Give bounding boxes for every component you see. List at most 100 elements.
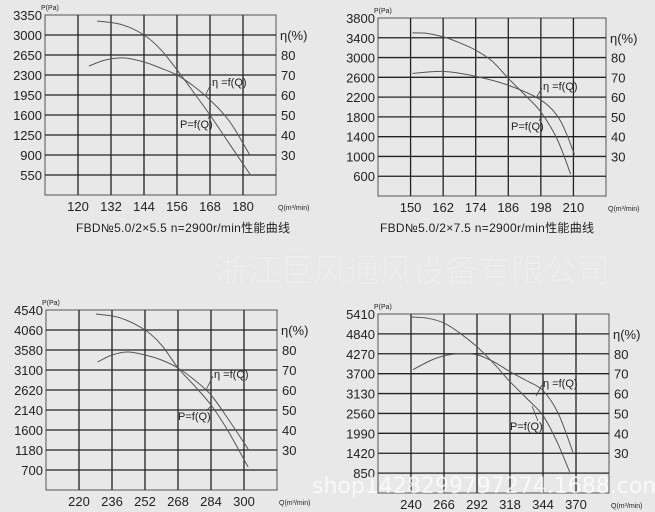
y2-tick-label: 50: [614, 406, 628, 421]
y-tick-label: 600: [353, 169, 375, 184]
chart-1: 3350 3000 2650 2300 1950 1600 1250 900 550 120 132…: [13, 5, 309, 214]
y2-tick-label: 50: [281, 108, 295, 123]
efficiency-leader-line: [205, 375, 214, 391]
chart-1-caption: FBD№5.0/2×5.5 n=2900r/min性能曲线: [76, 221, 291, 235]
y-tick-label: 4840: [346, 327, 375, 342]
x-tick-label: 220: [68, 494, 90, 509]
y-tick-label: 850: [353, 466, 375, 481]
y-tick-label: 3100: [14, 363, 43, 378]
y-tick-label: 1990: [346, 426, 375, 441]
y-tick-label: 3800: [346, 11, 375, 26]
x-tick-label: 252: [134, 494, 156, 509]
pressure-curve-label: P=f(Q): [178, 411, 211, 423]
y-axis-label: P(Pa): [374, 304, 392, 311]
chart-2: 3800 3400 3000 2600 2200 1800 1400 1000 600 150 16…: [346, 8, 639, 215]
y-axis-label: P(Pa): [42, 300, 60, 307]
pressure-curve: [410, 316, 571, 473]
x-tick-label: 180: [232, 199, 254, 214]
chart-4: 5410 4840 4270 3700 3130 2560 1990 1420 850 240 26…: [346, 304, 642, 512]
y-tick-label: 2620: [14, 383, 43, 398]
y2-axis-label: η(%): [610, 31, 637, 46]
x-axis-label: Q(m³/min): [279, 500, 311, 507]
x-axis-label: Q(m³/min): [611, 503, 643, 510]
y-tick-label: 3700: [346, 367, 375, 382]
y2-tick-label: 60: [282, 383, 296, 398]
y2-tick-label: 70: [282, 363, 296, 378]
x-tick-label: 344: [532, 497, 554, 512]
y-tick-label: 1180: [15, 443, 43, 458]
y-tick-label: 2300: [13, 68, 42, 83]
x-tick-label: 318: [499, 497, 521, 512]
efficiency-curve-label: η =f(Q): [212, 77, 247, 89]
y-tick-label: 4540: [14, 303, 43, 318]
y2-tick-label: 60: [614, 387, 628, 402]
y-tick-label: 1000: [346, 149, 375, 164]
efficiency-leader-line: [535, 87, 543, 99]
efficiency-curve-label: η =f(Q): [214, 369, 249, 381]
shop-watermark: shop1428299797274.1688.com: [312, 474, 655, 499]
efficiency-curve: [412, 353, 574, 453]
x-tick-label: 186: [497, 200, 519, 215]
y-tick-label: 4270: [346, 347, 375, 362]
y-tick-label: 3350: [13, 8, 42, 23]
y2-tick-label: 30: [282, 443, 296, 458]
x-tick-label: 240: [400, 497, 422, 512]
pressure-leader-line: [531, 405, 539, 422]
y-tick-label: 550: [20, 168, 42, 183]
y-tick-label: 1250: [13, 128, 42, 143]
y-tick-label: 1800: [346, 110, 375, 125]
y-tick-label: 3000: [13, 28, 42, 43]
y2-tick-label: 80: [614, 347, 628, 362]
y-tick-label: 1420: [346, 446, 375, 461]
pressure-curve-label: P=f(Q): [511, 121, 544, 133]
y2-axis-label: η(%): [280, 28, 307, 43]
y-tick-label: 2650: [13, 48, 42, 63]
efficiency-curve: [97, 351, 249, 450]
y2-tick-label: 70: [611, 70, 625, 85]
y-tick-label: 1950: [13, 88, 42, 103]
y2-axis-label: η(%): [281, 323, 308, 338]
x-axis-label: Q(m³/min): [278, 205, 310, 212]
y-tick-label: 4060: [14, 323, 43, 338]
x-tick-label: 370: [565, 497, 587, 512]
y2-axis-label: η(%): [613, 327, 640, 342]
x-tick-label: 198: [530, 200, 552, 215]
pressure-curve: [412, 32, 572, 175]
x-tick-label: 210: [563, 200, 585, 215]
y2-tick-label: 60: [611, 90, 625, 105]
y-tick-label: 2140: [14, 403, 43, 418]
pressure-curve: [96, 20, 251, 175]
y-tick-label: 3130: [346, 387, 375, 402]
y2-tick-label: 40: [281, 128, 295, 143]
x-tick-label: 268: [167, 494, 189, 509]
efficiency-curve: [412, 70, 575, 155]
y2-tick-label: 40: [611, 130, 625, 145]
plot-frame: [45, 309, 278, 491]
x-tick-label: 236: [101, 494, 123, 509]
y-tick-label: 700: [21, 463, 43, 478]
y2-tick-label: 80: [282, 343, 296, 358]
x-tick-label: 174: [465, 200, 487, 215]
y2-tick-label: 60: [281, 88, 295, 103]
y2-tick-label: 30: [611, 149, 625, 164]
pressure-curve-label: P=f(Q): [180, 119, 213, 131]
chart-2-caption: FBD№5.0/2×7.5 n=2900r/min性能曲线: [380, 221, 595, 235]
y2-tick-label: 80: [281, 48, 295, 63]
y2-tick-label: 40: [614, 426, 628, 441]
x-tick-label: 156: [166, 199, 188, 214]
y-tick-label: 1600: [14, 423, 43, 438]
x-tick-label: 144: [133, 199, 155, 214]
y-tick-label: 3400: [346, 31, 375, 46]
y-tick-label: 900: [20, 148, 42, 163]
pressure-curve-label: P=f(Q): [510, 421, 543, 433]
pressure-leader-line: [538, 116, 542, 122]
efficiency-curve: [88, 57, 251, 156]
x-tick-label: 292: [466, 497, 488, 512]
y2-tick-label: 40: [282, 423, 296, 438]
x-tick-label: 168: [199, 199, 221, 214]
plot-frame: [44, 14, 277, 196]
efficiency-leader-line: [204, 83, 212, 97]
x-tick-label: 266: [433, 497, 455, 512]
y2-tick-label: 30: [614, 446, 628, 461]
y2-tick-label: 80: [611, 51, 625, 66]
